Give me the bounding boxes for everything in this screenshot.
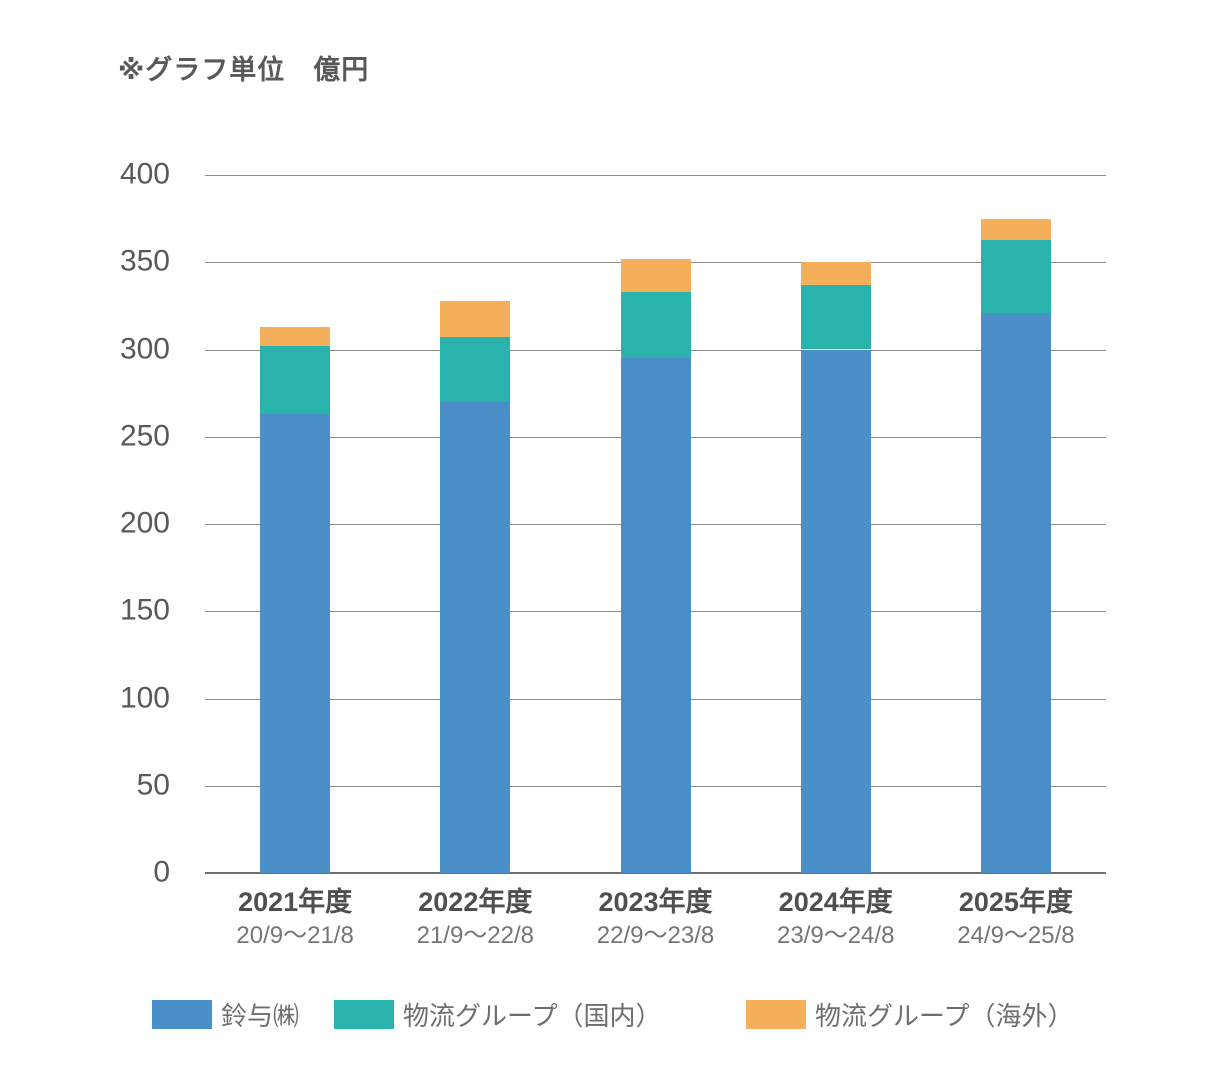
gridline-400 — [205, 175, 1106, 176]
bar-segment — [260, 414, 331, 873]
y-tick-label-0: 0 — [153, 855, 170, 889]
x-category-year: 2021年度 — [238, 887, 353, 917]
bar-segment — [620, 258, 691, 292]
bar-segment — [440, 300, 511, 338]
legend-swatch — [152, 1000, 212, 1029]
y-tick-label-350: 350 — [119, 244, 170, 278]
x-axis-line — [205, 872, 1106, 874]
x-category-year: 2025年度 — [958, 887, 1073, 917]
bar-segment — [800, 262, 871, 285]
x-category: 2025年度 24/9〜25/8 — [926, 886, 1106, 952]
legend-item: 物流グループ（海外） — [746, 996, 1073, 1033]
x-category-period: 20/9〜21/8 — [236, 921, 354, 949]
legend-item: 鈴与㈱ — [152, 996, 299, 1033]
x-category-year: 2023年度 — [598, 887, 713, 917]
x-category: 2022年度 21/9〜22/8 — [385, 886, 565, 952]
legend-label: 物流グループ（海外） — [815, 1001, 1074, 1031]
x-axis: 2021年度 20/9〜21/8 2022年度 21/9〜22/8 2023年度 22/9… — [205, 886, 1106, 952]
legend-swatch — [746, 1000, 806, 1029]
y-tick-label-250: 250 — [119, 419, 170, 453]
x-category: 2024年度 23/9〜24/8 — [746, 886, 926, 952]
x-category: 2023年度 22/9〜23/8 — [565, 886, 745, 952]
x-category-period: 24/9〜25/8 — [957, 921, 1075, 949]
bar-segment — [800, 349, 871, 873]
y-tick-label-150: 150 — [119, 593, 170, 627]
bar-segment — [980, 312, 1051, 873]
x-category-year: 2024年度 — [778, 887, 893, 917]
x-category: 2021年度 20/9〜21/8 — [205, 886, 385, 952]
y-tick-label-400: 400 — [119, 157, 170, 191]
y-tick-label-50: 50 — [136, 768, 170, 802]
bar-segment — [260, 346, 331, 415]
bar-segment — [260, 326, 331, 346]
y-tick-label-300: 300 — [119, 331, 170, 365]
unit-note: ※グラフ単位 億円 — [118, 55, 370, 85]
legend: 鈴与㈱ 物流グループ（国内） 物流グループ（海外） — [0, 996, 1232, 1033]
bar-segment — [620, 358, 691, 873]
x-category-period: 21/9〜22/8 — [416, 921, 535, 949]
legend-label: 鈴与㈱ — [221, 1001, 300, 1031]
bar-segment — [980, 218, 1051, 240]
bar-segment — [620, 291, 691, 359]
legend-item: 物流グループ（国内） — [334, 996, 661, 1033]
bar-segment — [440, 337, 511, 402]
legend-swatch — [334, 1000, 394, 1029]
x-category-year: 2022年度 — [418, 887, 533, 917]
bar-segment — [980, 239, 1051, 313]
y-tick-label-100: 100 — [119, 680, 170, 714]
y-tick-label-200: 200 — [119, 506, 170, 540]
bar-segment — [440, 401, 511, 873]
x-category-period: 23/9〜24/8 — [777, 921, 895, 949]
x-category-period: 22/9〜23/8 — [596, 921, 715, 949]
plot-area: 0 50 100 150 200 250 300 350 400 — [120, 159, 1106, 887]
bar-segment — [800, 284, 871, 350]
legend-label: 物流グループ（国内） — [403, 1001, 662, 1031]
